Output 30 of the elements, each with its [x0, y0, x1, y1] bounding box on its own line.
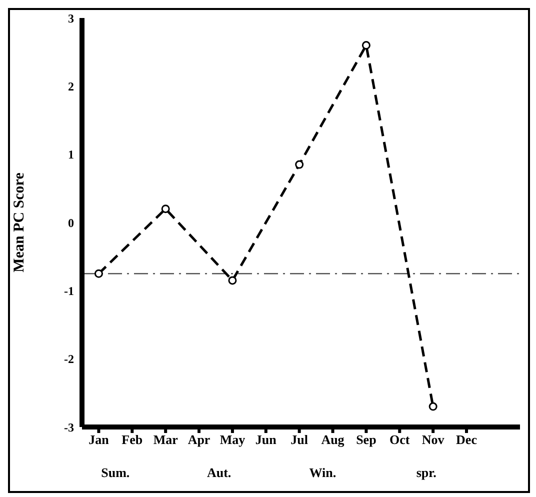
text: Win.: [308, 465, 338, 481]
text: spr.: [415, 465, 438, 481]
x-tick-label: Jan: [88, 432, 110, 448]
x-tick-label: Nov: [422, 432, 445, 448]
point: [362, 41, 370, 50]
y-tick-label: -3: [64, 420, 74, 434]
point: [94, 269, 103, 278]
point: [428, 402, 438, 411]
y-tick-label: 1: [68, 148, 74, 162]
x-tick-label: May: [220, 432, 246, 448]
text: Sum.: [100, 465, 131, 481]
x-tick-label: Aug: [321, 432, 345, 448]
y-axis-title: Mean PC Score: [11, 172, 28, 272]
x-tick-label: Mar: [153, 432, 178, 448]
y-tick-label: 0: [68, 216, 74, 230]
x-tick-label: Jul: [290, 432, 308, 448]
x-tick-label: Dec: [456, 432, 478, 448]
y-tick-label: 3: [68, 11, 74, 26]
y-tick-label: 2: [68, 79, 74, 94]
x-tick-label: Jun: [255, 432, 278, 448]
x-tick-label: Oct: [390, 432, 410, 448]
x-tick-label: Feb: [122, 432, 143, 448]
text: Aut.: [206, 465, 232, 481]
point: [161, 204, 170, 214]
y-tick-label: -2: [64, 352, 74, 366]
point: [228, 276, 237, 285]
y-tick-label: -1: [64, 284, 74, 298]
x-tick-label: Apr: [188, 432, 210, 448]
x-tick-label: Sep: [356, 432, 376, 448]
point: [295, 160, 304, 169]
